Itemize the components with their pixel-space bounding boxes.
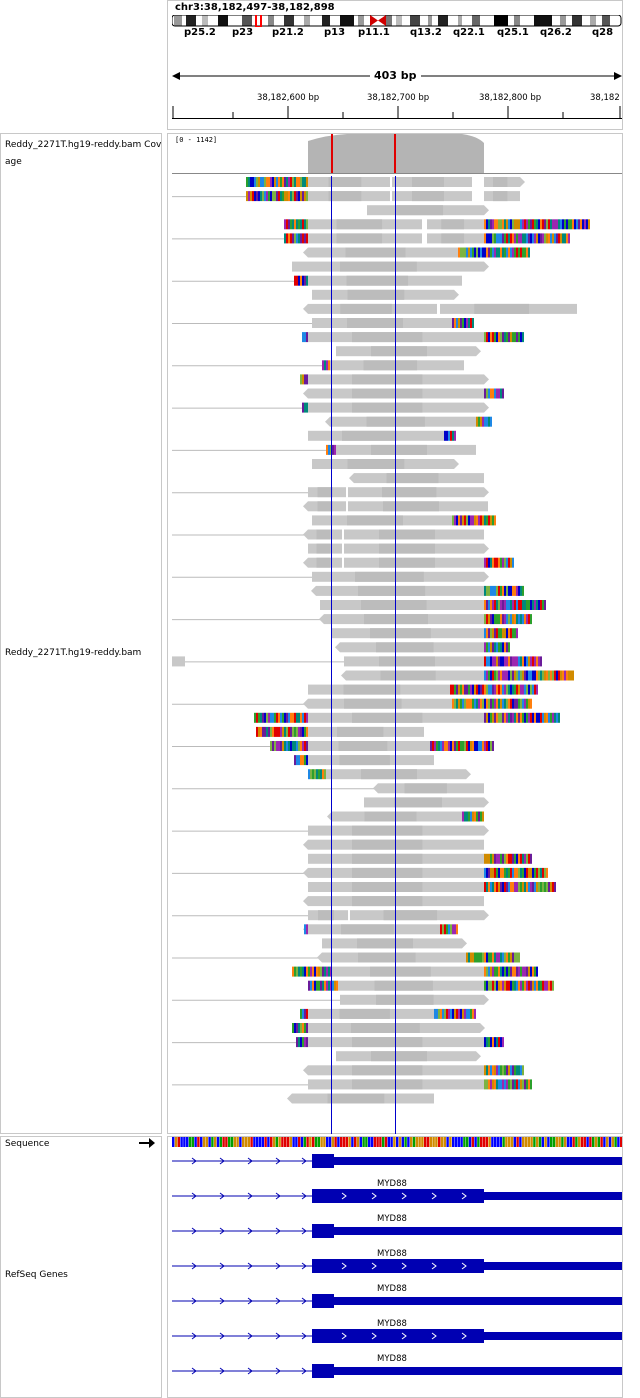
- strand-arrow-icon[interactable]: [138, 1138, 156, 1148]
- chromosome-ideogram[interactable]: [172, 15, 622, 27]
- cytoband-label: p21.2: [272, 27, 304, 38]
- cytoband-label: p25.2: [184, 27, 216, 38]
- ruler-tick-label: 38,182: [590, 93, 620, 103]
- gene-label: MYD88: [377, 1249, 407, 1259]
- alignment-track[interactable]: [172, 176, 622, 1134]
- ruler-tick-label: 38,182,700 bp: [367, 93, 430, 103]
- span-label: 403 bp: [370, 69, 421, 82]
- refseq-genes-track[interactable]: [172, 1150, 622, 1398]
- sequence-track-name[interactable]: Sequence: [5, 1139, 50, 1149]
- gene-label: MYD88: [377, 1354, 407, 1364]
- track-names-panel: [0, 133, 162, 1134]
- gene-label: MYD88: [377, 1214, 407, 1224]
- ruler-tick-label: 38,182,600 bp: [257, 93, 320, 103]
- coverage-range-label: [0 - 1142]: [175, 136, 218, 144]
- cytoband-label: q13.2: [410, 27, 442, 38]
- sequence-track[interactable]: [172, 1137, 622, 1148]
- gene-label: MYD88: [377, 1179, 407, 1189]
- cytoband-label: p13: [324, 27, 346, 38]
- cytoband-label: q25.1: [497, 27, 529, 38]
- gene-label: MYD88: [377, 1284, 407, 1294]
- cytoband-label: q28: [592, 27, 614, 38]
- header-left-panel: [0, 0, 162, 130]
- gene-label: MYD88: [377, 1319, 407, 1329]
- coverage-track-name-wrap[interactable]: age: [5, 157, 22, 167]
- coverage-track[interactable]: [172, 133, 622, 175]
- ruler[interactable]: [172, 104, 622, 120]
- coverage-track-name[interactable]: Reddy_2271T.hg19-reddy.bam Cov: [5, 140, 162, 150]
- cytoband-label: p23: [232, 27, 254, 38]
- locus-label: chr3:38,182,497-38,182,898: [175, 2, 335, 13]
- alignment-track-name[interactable]: Reddy_2271T.hg19-reddy.bam: [5, 648, 142, 658]
- feature-names-panel: [0, 1136, 162, 1398]
- ruler-tick-label: 38,182,800 bp: [479, 93, 542, 103]
- cytoband-label: q22.1: [453, 27, 485, 38]
- refseq-track-name[interactable]: RefSeq Genes: [5, 1270, 68, 1280]
- cytoband-label: p11.1: [358, 27, 390, 38]
- cytoband-label: q26.2: [540, 27, 572, 38]
